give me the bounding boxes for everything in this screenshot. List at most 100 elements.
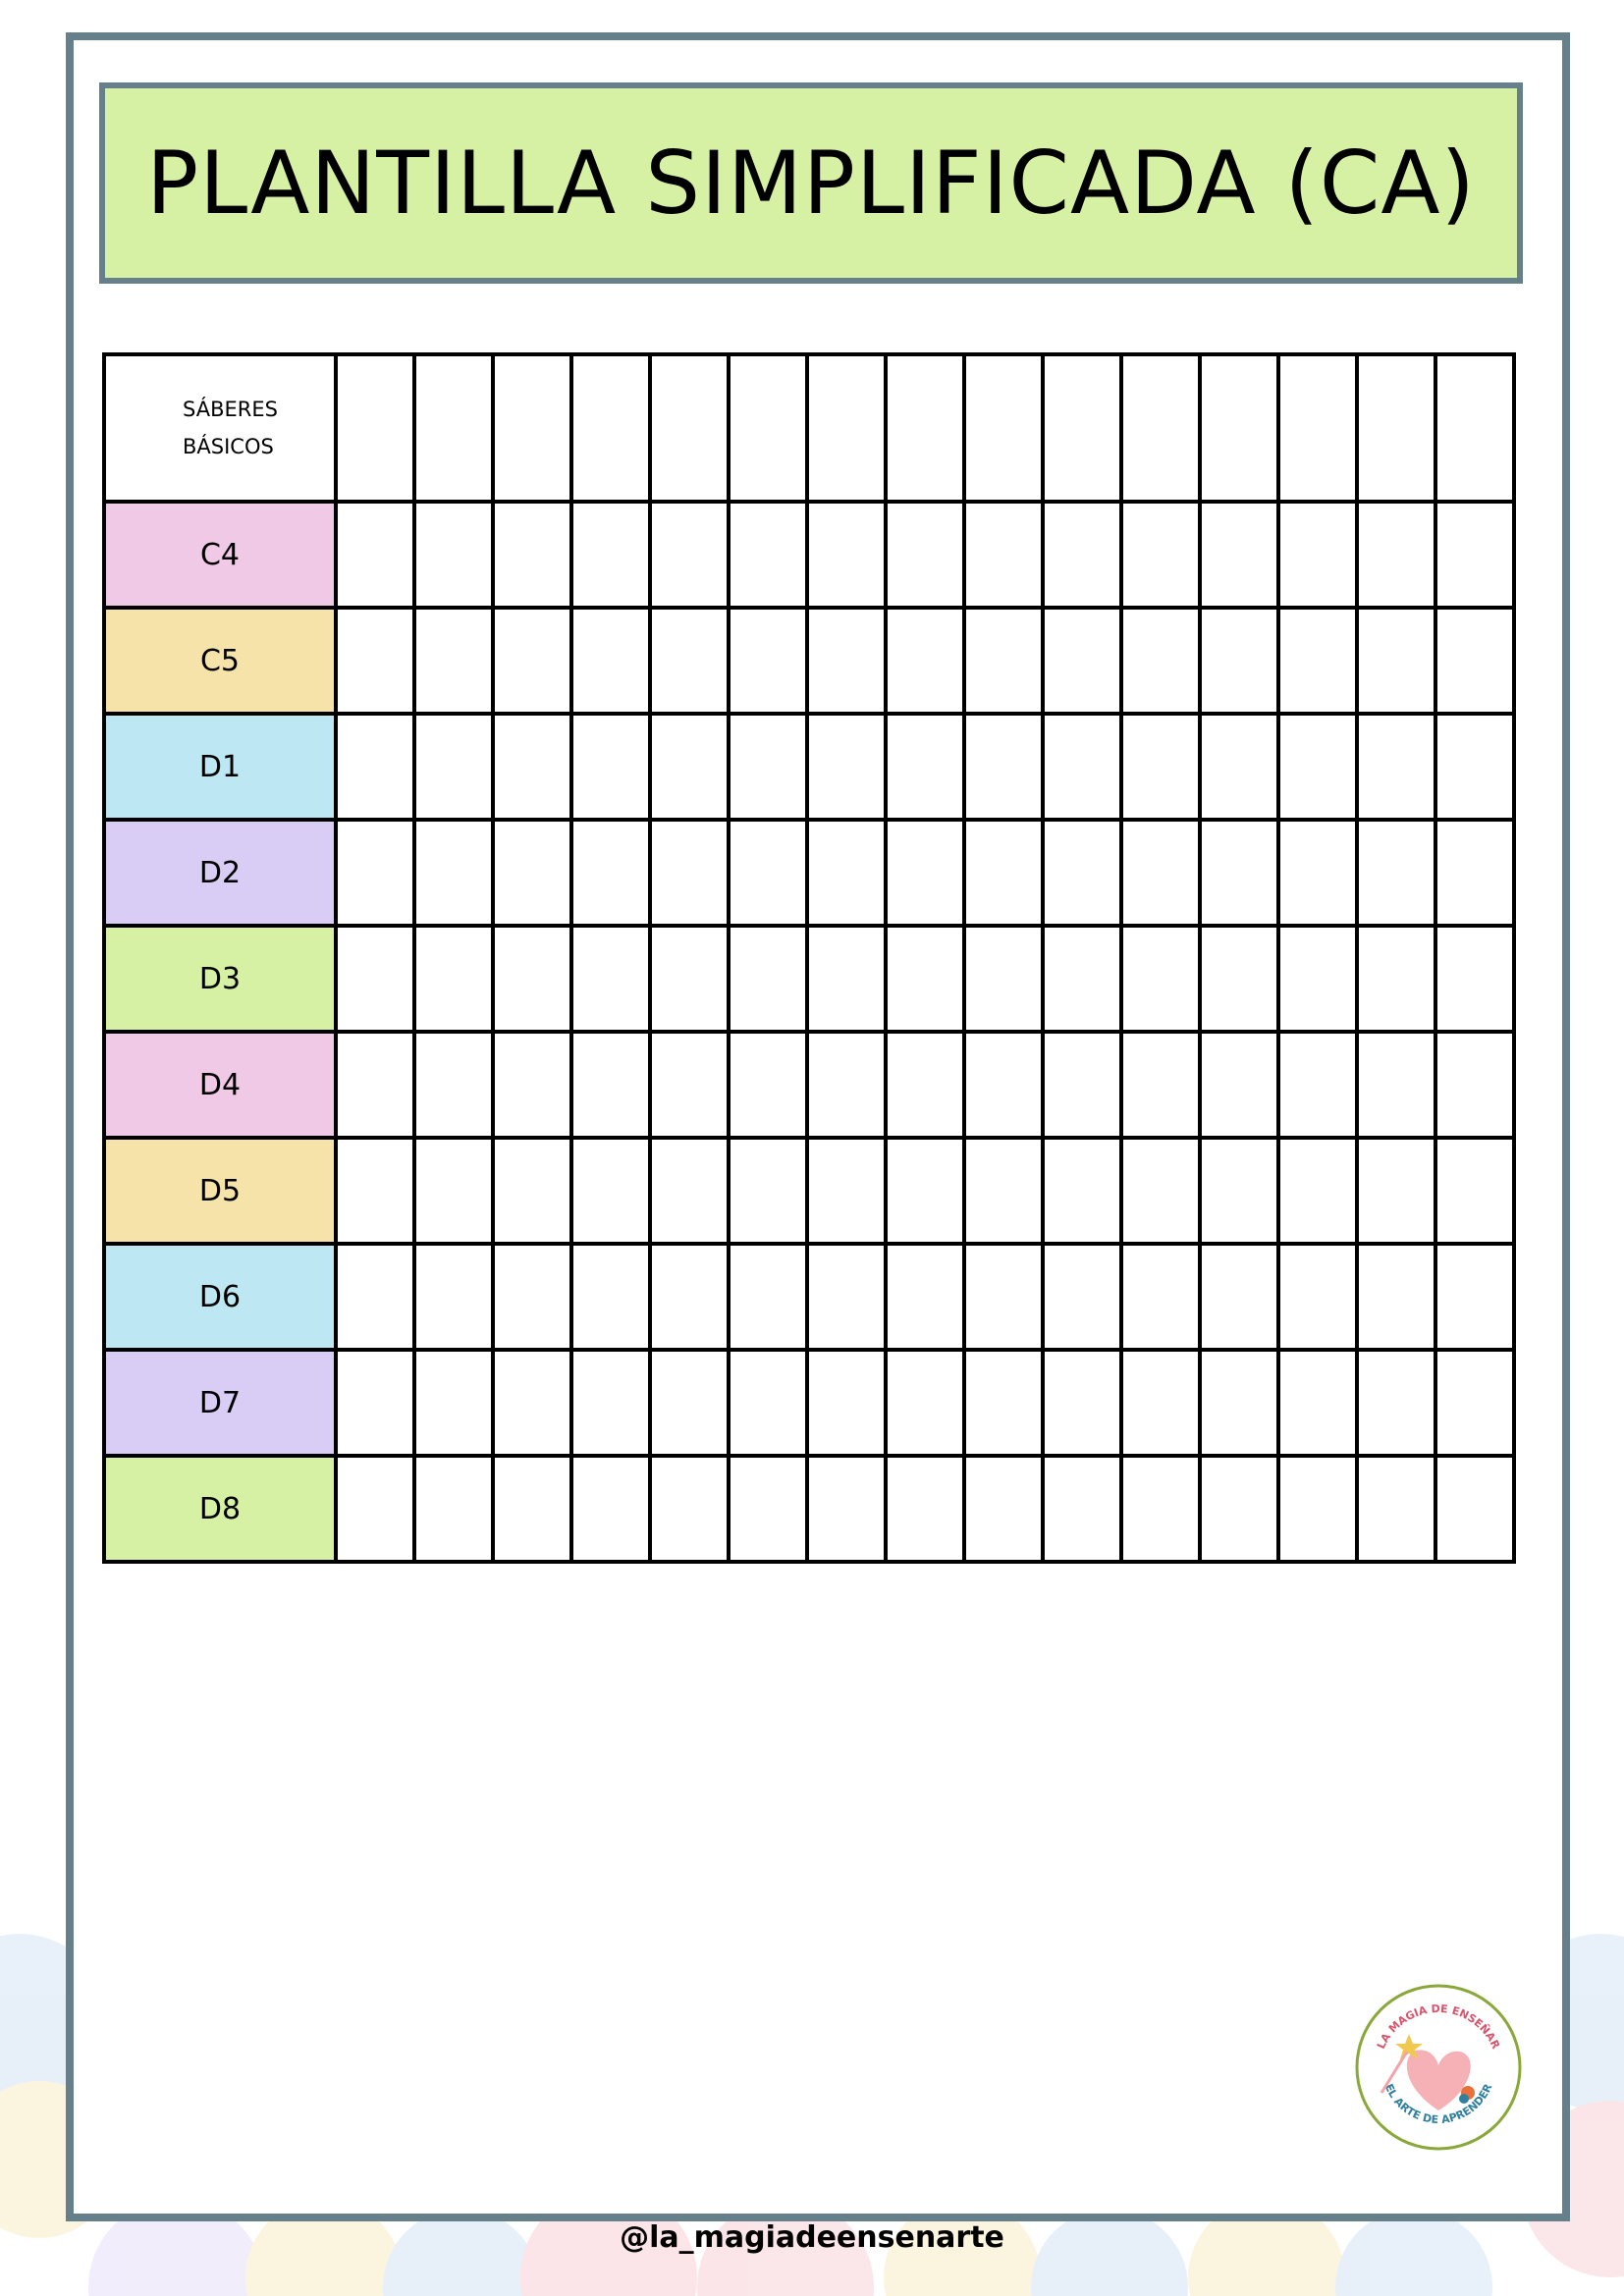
grid-cell[interactable] xyxy=(1198,1454,1280,1564)
grid-cell[interactable] xyxy=(1119,1030,1202,1140)
grid-cell[interactable] xyxy=(1198,924,1280,1034)
grid-cell[interactable] xyxy=(1276,1348,1359,1458)
grid-cell[interactable] xyxy=(962,1030,1045,1140)
grid-cell[interactable] xyxy=(727,1136,809,1246)
grid-cell[interactable] xyxy=(1434,712,1516,822)
grid-cell[interactable] xyxy=(1119,1242,1202,1352)
grid-cell[interactable] xyxy=(1434,924,1516,1034)
header-cell[interactable] xyxy=(412,352,495,504)
grid-cell[interactable] xyxy=(805,712,888,822)
grid-cell[interactable] xyxy=(1041,1454,1123,1564)
grid-cell[interactable] xyxy=(884,1454,966,1564)
grid-cell[interactable] xyxy=(569,1348,652,1458)
grid-cell[interactable] xyxy=(334,924,416,1034)
grid-cell[interactable] xyxy=(648,606,731,716)
grid-cell[interactable] xyxy=(491,1136,573,1246)
grid-cell[interactable] xyxy=(1276,1136,1359,1246)
header-cell[interactable] xyxy=(884,352,966,504)
grid-cell[interactable] xyxy=(805,1348,888,1458)
header-cell[interactable] xyxy=(334,352,416,504)
grid-cell[interactable] xyxy=(491,1030,573,1140)
grid-cell[interactable] xyxy=(727,606,809,716)
grid-cell[interactable] xyxy=(334,1030,416,1140)
grid-cell[interactable] xyxy=(1276,818,1359,928)
grid-cell[interactable] xyxy=(412,818,495,928)
grid-cell[interactable] xyxy=(648,712,731,822)
header-cell[interactable] xyxy=(1119,352,1202,504)
grid-cell[interactable] xyxy=(805,924,888,1034)
header-cell[interactable] xyxy=(1041,352,1123,504)
grid-cell[interactable] xyxy=(1198,606,1280,716)
grid-cell[interactable] xyxy=(1198,1348,1280,1458)
grid-cell[interactable] xyxy=(569,500,652,610)
grid-cell[interactable] xyxy=(569,1454,652,1564)
grid-cell[interactable] xyxy=(805,1136,888,1246)
grid-cell[interactable] xyxy=(491,818,573,928)
grid-cell[interactable] xyxy=(1434,606,1516,716)
grid-cell[interactable] xyxy=(1119,924,1202,1034)
grid-cell[interactable] xyxy=(1434,1348,1516,1458)
grid-cell[interactable] xyxy=(491,924,573,1034)
grid-cell[interactable] xyxy=(1355,606,1437,716)
grid-cell[interactable] xyxy=(1355,1242,1437,1352)
grid-cell[interactable] xyxy=(412,1136,495,1246)
header-cell[interactable] xyxy=(727,352,809,504)
grid-cell[interactable] xyxy=(727,818,809,928)
grid-cell[interactable] xyxy=(334,1454,416,1564)
grid-cell[interactable] xyxy=(412,1242,495,1352)
grid-cell[interactable] xyxy=(884,1242,966,1352)
grid-cell[interactable] xyxy=(805,1454,888,1564)
grid-cell[interactable] xyxy=(648,818,731,928)
grid-cell[interactable] xyxy=(334,1242,416,1352)
grid-cell[interactable] xyxy=(1041,1030,1123,1140)
grid-cell[interactable] xyxy=(412,1348,495,1458)
grid-cell[interactable] xyxy=(1434,1242,1516,1352)
grid-cell[interactable] xyxy=(334,712,416,822)
grid-cell[interactable] xyxy=(1198,1136,1280,1246)
grid-cell[interactable] xyxy=(569,606,652,716)
grid-cell[interactable] xyxy=(491,712,573,822)
grid-cell[interactable] xyxy=(884,712,966,822)
grid-cell[interactable] xyxy=(1041,712,1123,822)
grid-cell[interactable] xyxy=(1041,818,1123,928)
grid-cell[interactable] xyxy=(962,500,1045,610)
grid-cell[interactable] xyxy=(1041,500,1123,610)
grid-cell[interactable] xyxy=(884,606,966,716)
grid-cell[interactable] xyxy=(727,1348,809,1458)
grid-cell[interactable] xyxy=(727,1030,809,1140)
grid-cell[interactable] xyxy=(884,924,966,1034)
grid-cell[interactable] xyxy=(412,500,495,610)
grid-cell[interactable] xyxy=(569,1136,652,1246)
grid-cell[interactable] xyxy=(1276,1242,1359,1352)
grid-cell[interactable] xyxy=(884,1348,966,1458)
grid-cell[interactable] xyxy=(1198,818,1280,928)
grid-cell[interactable] xyxy=(1041,1136,1123,1246)
grid-cell[interactable] xyxy=(412,1030,495,1140)
grid-cell[interactable] xyxy=(412,606,495,716)
grid-cell[interactable] xyxy=(412,924,495,1034)
grid-cell[interactable] xyxy=(884,1030,966,1140)
grid-cell[interactable] xyxy=(334,1348,416,1458)
grid-cell[interactable] xyxy=(727,500,809,610)
header-cell[interactable] xyxy=(1355,352,1437,504)
grid-cell[interactable] xyxy=(962,818,1045,928)
grid-cell[interactable] xyxy=(962,924,1045,1034)
header-cell[interactable] xyxy=(569,352,652,504)
grid-cell[interactable] xyxy=(491,1242,573,1352)
grid-cell[interactable] xyxy=(1434,1454,1516,1564)
grid-cell[interactable] xyxy=(648,1136,731,1246)
grid-cell[interactable] xyxy=(1276,500,1359,610)
grid-cell[interactable] xyxy=(727,924,809,1034)
grid-cell[interactable] xyxy=(569,818,652,928)
header-cell[interactable] xyxy=(805,352,888,504)
header-cell[interactable] xyxy=(1198,352,1280,504)
grid-cell[interactable] xyxy=(569,924,652,1034)
grid-cell[interactable] xyxy=(1355,500,1437,610)
grid-cell[interactable] xyxy=(412,712,495,822)
grid-cell[interactable] xyxy=(1276,712,1359,822)
grid-cell[interactable] xyxy=(962,1136,1045,1246)
grid-cell[interactable] xyxy=(884,818,966,928)
grid-cell[interactable] xyxy=(648,1030,731,1140)
grid-cell[interactable] xyxy=(648,500,731,610)
header-cell[interactable] xyxy=(491,352,573,504)
